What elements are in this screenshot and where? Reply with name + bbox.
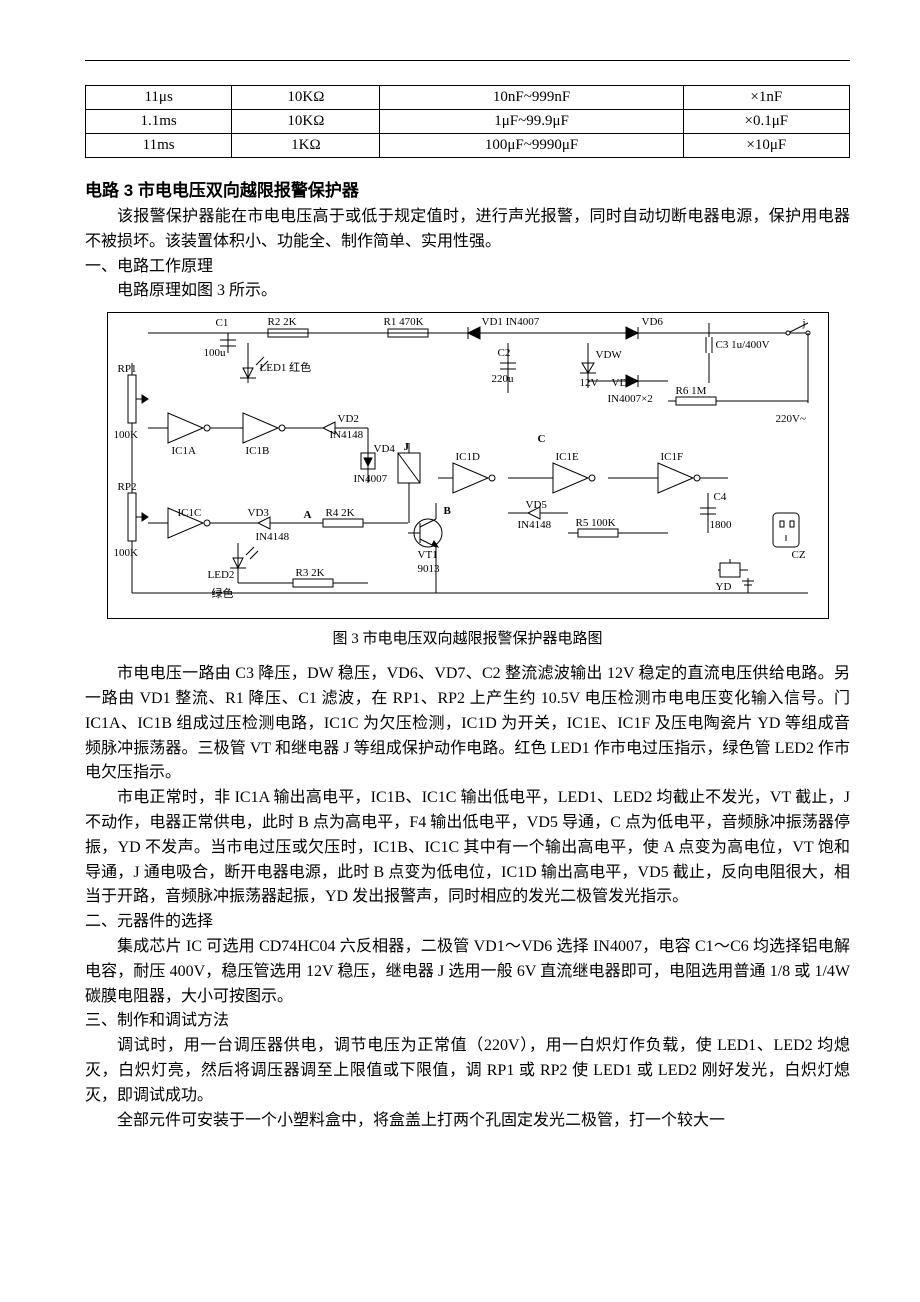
label-ic1a: IC1A — [172, 445, 196, 457]
label-c4: C4 — [714, 491, 727, 503]
label-r2: R2 2K — [268, 316, 297, 328]
label-vdw: VDW — [596, 349, 622, 361]
label-220v: 220V~ — [776, 413, 806, 425]
top-rule — [85, 60, 850, 61]
label-ic1d: IC1D — [456, 451, 480, 463]
section-title: 电路 3 市电电压双向越限报警保护器 — [85, 176, 850, 201]
table-row: 1.1ms 10KΩ 1μF~99.9μF ×0.1μF — [86, 110, 850, 134]
cell: 10nF~999nF — [380, 86, 683, 110]
label-vt1p: 9013 — [418, 563, 440, 575]
label-r1: R1 470K — [384, 316, 424, 328]
cell: 11μs — [86, 86, 232, 110]
label-vd2: VD2 — [338, 413, 359, 425]
label-in4007x2: IN4007×2 — [608, 393, 653, 405]
cell: 10KΩ — [232, 86, 380, 110]
label-ic1b: IC1B — [246, 445, 270, 457]
measurement-table: 11μs 10KΩ 10nF~999nF ×1nF 1.1ms 10KΩ 1μF… — [85, 85, 850, 158]
label-ic1c: IC1C — [178, 507, 202, 519]
cell: ×0.1μF — [683, 110, 849, 134]
label-j: J — [404, 441, 410, 453]
label-c3: C3 1u/400V — [716, 339, 770, 351]
paragraph: 市电正常时，非 IC1A 输出高电平，IC1B、IC1C 输出低电平，LED1、… — [85, 786, 850, 910]
label-vd7: VD7 — [612, 377, 633, 389]
label-r5: R5 100K — [576, 517, 616, 529]
subheading: 一、电路工作原理 — [85, 255, 850, 280]
label-r3: R3 2K — [296, 567, 325, 579]
label-rp2v: 100K — [114, 547, 138, 559]
cell: 1μF~99.9μF — [380, 110, 683, 134]
circuit-figure: C1 100u R2 2K R1 470K VD1 IN4007 VD6 LED… — [107, 312, 829, 619]
label-vd6: VD6 — [642, 316, 663, 328]
label-led2c: 绿色 — [212, 585, 234, 601]
paragraph: 市电电压一路由 C3 降压，DW 稳压，VD6、VD7、C2 整流滤波输出 12… — [85, 662, 850, 786]
paragraph: 集成芯片 IC 可选用 CD74HC04 六反相器，二极管 VD1～VD6 选择… — [85, 935, 850, 1009]
subheading: 二、元器件的选择 — [85, 910, 850, 935]
cell: 100μF~9990μF — [380, 134, 683, 158]
cell: 10KΩ — [232, 110, 380, 134]
label-yd: YD — [716, 581, 732, 593]
label-rp1v: 100K — [114, 429, 138, 441]
paragraph: 调试时，用一台调压器供电，调节电压为正常值（220V），用一白炽灯作负载，使 L… — [85, 1034, 850, 1108]
cell: 1KΩ — [232, 134, 380, 158]
label-led1: LED1 红色 — [260, 359, 312, 375]
label-vt1: VT1 — [418, 549, 438, 561]
label-vd4p: IN4007 — [354, 473, 388, 485]
figure-caption: 图 3 市电电压双向越限报警保护器电路图 — [85, 627, 850, 648]
label-ic1f: IC1F — [661, 451, 684, 463]
label-c2: C2 — [498, 347, 511, 359]
label-c: C — [538, 433, 546, 445]
paragraph: 全部元件可安装于一个小塑料盒中，将盒盖上打两个孔固定发光二极管，打一个较大一 — [85, 1109, 850, 1134]
label-led2: LED2 — [208, 569, 235, 581]
label-vd5p: IN4148 — [518, 519, 552, 531]
label-r6: R6 1M — [676, 385, 707, 397]
label-cz: CZ — [792, 549, 806, 561]
label-c1: C1 — [216, 317, 229, 329]
label-b: B — [444, 505, 451, 517]
paragraph: 该报警保护器能在市电电压高于或低于规定值时，进行声光报警，同时自动切断电器电源，… — [85, 205, 850, 255]
label-vd1: VD1 IN4007 — [482, 316, 540, 328]
label-c4v: 1800 — [710, 519, 732, 531]
label-vd3: VD3 — [248, 507, 269, 519]
label-vd3p: IN4148 — [256, 531, 290, 543]
cell: 11ms — [86, 134, 232, 158]
paragraph: 电路原理如图 3 所示。 — [85, 279, 850, 304]
label-rp2: RP2 — [118, 481, 137, 493]
label-vd4: VD4 — [374, 443, 395, 455]
table-row: 11μs 10KΩ 10nF~999nF ×1nF — [86, 86, 850, 110]
label-12v: 12V — [580, 377, 599, 389]
label-a: A — [304, 509, 312, 521]
subheading: 三、制作和调试方法 — [85, 1009, 850, 1034]
cell: ×1nF — [683, 86, 849, 110]
label-r4: R4 2K — [326, 507, 355, 519]
label-vd2p: IN4148 — [330, 429, 364, 441]
label-rp1: RP1 — [118, 363, 137, 375]
label-vd5: VD5 — [526, 499, 547, 511]
label-jsw: j — [803, 317, 806, 329]
cell: 1.1ms — [86, 110, 232, 134]
table-row: 11ms 1KΩ 100μF~9990μF ×10μF — [86, 134, 850, 158]
label-c2v: 220u — [492, 373, 514, 385]
label-ic1e: IC1E — [556, 451, 579, 463]
label-c1v: 100u — [204, 347, 226, 359]
cell: ×10μF — [683, 134, 849, 158]
